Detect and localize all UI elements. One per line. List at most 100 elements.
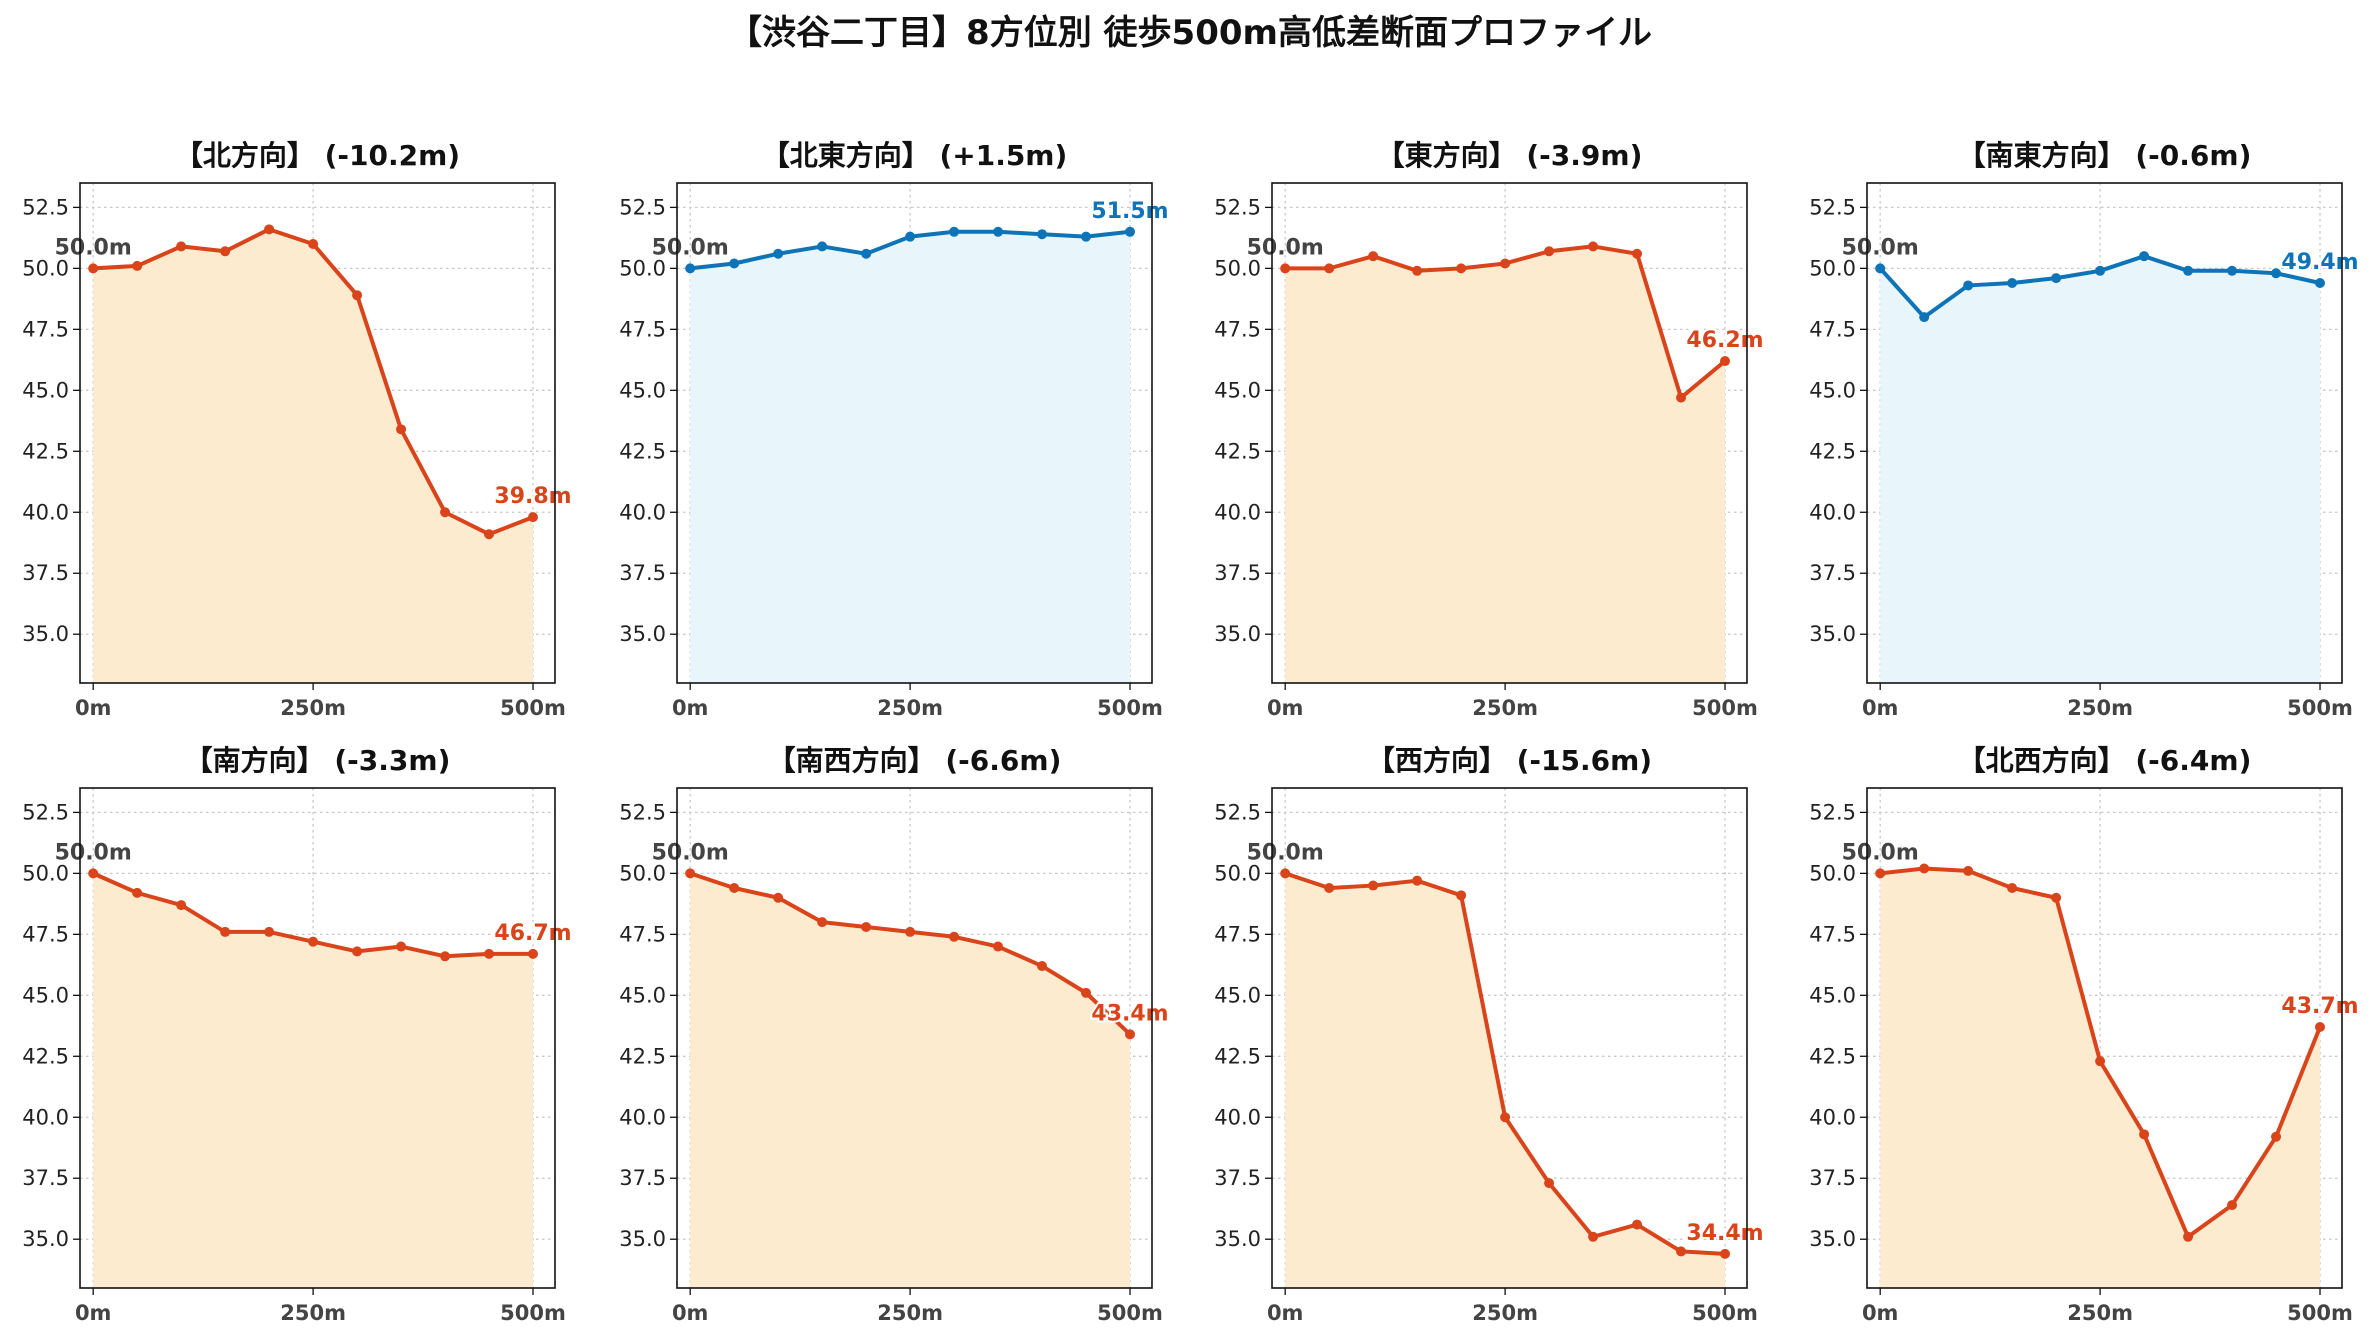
data-point: [1875, 868, 1886, 879]
y-tick-label: 42.5: [1809, 1044, 1856, 1068]
data-point: [2315, 278, 2326, 288]
y-tick-label: 45.0: [1809, 983, 1856, 1007]
x-tick-label: 250m: [877, 696, 943, 720]
data-point: [484, 529, 495, 540]
data-point: [685, 263, 696, 274]
data-point: [1632, 248, 1643, 259]
y-tick-label: 42.5: [1214, 1044, 1261, 1068]
x-tick-label: 500m: [2287, 1301, 2353, 1325]
data-point: [2315, 1022, 2326, 1033]
y-tick-label: 52.5: [22, 800, 69, 824]
data-point: [1456, 890, 1467, 901]
data-point: [2271, 1131, 2282, 1142]
chart-panel-3: 【南東方向】 (-0.6m) 35.0 37.5 40.0 42.5 45.0 47.5 50…: [1809, 139, 2360, 720]
data-point: [861, 922, 872, 933]
y-tick-label: 40.0: [619, 1105, 666, 1129]
x-tick-label: 250m: [877, 1301, 943, 1325]
panel-title: 【東方向】 (-3.9m): [1377, 139, 1643, 172]
x-tick-label: 250m: [2067, 696, 2133, 720]
x-tick-label: 500m: [500, 1301, 566, 1325]
y-tick-label: 37.5: [22, 561, 69, 585]
start-value-label: 50.0m: [1842, 235, 1919, 260]
data-point: [1588, 241, 1599, 252]
y-tick-label: 35.0: [22, 1227, 69, 1251]
data-point: [2227, 265, 2238, 276]
start-value-label: 50.0m: [55, 840, 132, 865]
y-tick-label: 52.5: [1214, 800, 1261, 824]
data-point: [440, 951, 451, 962]
data-point: [1544, 246, 1555, 257]
data-point: [220, 246, 231, 257]
end-value-label: 43.7m: [2281, 994, 2358, 1019]
area-fill: [93, 873, 534, 1288]
y-tick-label: 52.5: [22, 195, 69, 219]
data-point: [1412, 265, 1423, 276]
data-point: [2095, 265, 2106, 276]
data-point: [1720, 1248, 1731, 1259]
y-tick-label: 40.0: [1809, 500, 1856, 524]
y-tick-label: 45.0: [1214, 983, 1261, 1007]
y-tick-label: 40.0: [22, 1105, 69, 1129]
y-tick-label: 52.5: [1809, 195, 1856, 219]
plot-frame: [79, 182, 556, 684]
data-point: [352, 946, 363, 957]
y-tick-label: 50.0: [619, 861, 666, 885]
data-point: [1368, 251, 1379, 262]
y-tick-label: 50.0: [619, 256, 666, 280]
y-tick-label: 40.0: [1809, 1105, 1856, 1129]
x-tick-label: 250m: [2067, 1301, 2133, 1325]
x-tick-label: 0m: [672, 696, 709, 720]
data-point: [905, 926, 916, 937]
panel-title: 【南方向】 (-3.3m): [185, 744, 451, 777]
y-tick-label: 42.5: [619, 1044, 666, 1068]
data-point: [1037, 229, 1048, 240]
x-tick-label: 250m: [1472, 1301, 1538, 1325]
y-tick-label: 37.5: [1809, 1166, 1856, 1190]
data-point: [1412, 875, 1423, 886]
y-tick-label: 45.0: [619, 983, 666, 1007]
data-point: [1544, 1178, 1555, 1189]
y-tick-label: 45.0: [22, 983, 69, 1007]
end-value-label: 43.4m: [1091, 1001, 1168, 1026]
y-tick-label: 52.5: [619, 800, 666, 824]
x-tick-label: 500m: [2287, 696, 2353, 720]
data-point: [308, 238, 319, 249]
data-point: [1280, 263, 1291, 274]
data-point: [132, 887, 143, 898]
data-point: [308, 936, 319, 947]
data-point: [685, 868, 696, 879]
start-value-label: 50.0m: [1247, 840, 1324, 865]
y-tick-label: 35.0: [619, 622, 666, 646]
y-tick-label: 52.5: [1809, 800, 1856, 824]
y-tick-label: 45.0: [619, 378, 666, 402]
y-tick-label: 35.0: [619, 1227, 666, 1251]
data-point: [88, 868, 99, 879]
end-value-label: 39.8m: [494, 484, 571, 509]
chart-panel-7: 【北西方向】 (-6.4m) 35.0 37.5 40.0 42.5 45.0 47.5 50…: [1809, 744, 2360, 1325]
data-point: [2139, 251, 2150, 262]
y-tick-label: 37.5: [619, 561, 666, 585]
plot-frame: [676, 182, 1153, 684]
data-point: [773, 892, 784, 903]
y-tick-label: 47.5: [1809, 922, 1856, 946]
end-value-label: 34.4m: [1686, 1221, 1763, 1246]
y-tick-label: 37.5: [1809, 561, 1856, 585]
data-point: [905, 231, 916, 242]
data-point: [528, 512, 539, 523]
area-fill: [1285, 873, 1726, 1288]
x-tick-label: 0m: [75, 696, 112, 720]
panel-title: 【南西方向】 (-6.6m): [768, 744, 1062, 777]
y-tick-label: 45.0: [1809, 378, 1856, 402]
data-point: [2051, 892, 2062, 903]
y-tick-label: 47.5: [22, 922, 69, 946]
data-point: [220, 926, 231, 937]
start-value-label: 50.0m: [55, 235, 132, 260]
chart-panels: 【北方向】 (-10.2m) 35.0 37.5 40.0 42.5 45.0 47.5 50…: [22, 139, 2360, 1325]
start-value-label: 50.0m: [652, 235, 729, 260]
data-point: [176, 241, 187, 252]
data-point: [1081, 987, 1092, 998]
start-value-label: 50.0m: [652, 840, 729, 865]
chart-panel-1: 【北東方向】 (+1.5m) 35.0 37.5 40.0 42.5 45.0 47.5 50…: [619, 139, 1170, 720]
x-tick-label: 500m: [1692, 696, 1758, 720]
